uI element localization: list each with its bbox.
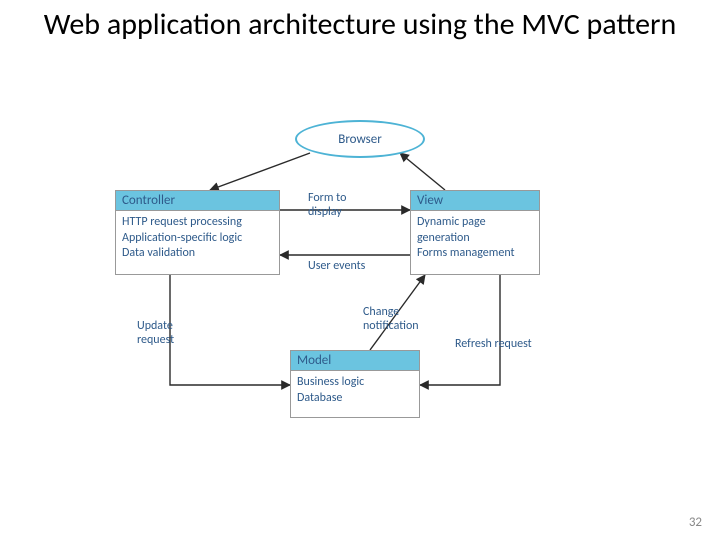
edge-label-line: Update (137, 320, 174, 334)
node-controller-line: HTTP request processing (122, 215, 273, 231)
node-model-line: Business logic (297, 375, 413, 391)
node-model-line: Database (297, 391, 413, 407)
node-model: Model Business logic Database (290, 350, 420, 418)
edge-label-line: Change (363, 306, 419, 320)
edge-arrow (420, 275, 500, 385)
slide: Web application architecture using the M… (0, 0, 720, 540)
edge-label-line: request (137, 334, 174, 348)
node-controller-line: Data validation (122, 246, 273, 262)
edge-arrow (210, 153, 310, 190)
node-controller-header: Controller (116, 191, 279, 211)
node-model-header: Model (291, 351, 419, 371)
edge-label-form-to-display: Form to display (308, 192, 346, 220)
edge-label-change-notification: Change notification (363, 306, 419, 334)
node-view: View Dynamic page generation Forms manag… (410, 190, 540, 275)
node-model-body: Business logic Database (291, 371, 419, 410)
edge-label-line: User events (308, 260, 365, 274)
edge-label-line: Refresh request (455, 338, 532, 352)
edge-label-line: display (308, 206, 346, 220)
node-browser-label: Browser (338, 132, 381, 147)
edge-label-update-request: Update request (137, 320, 174, 348)
edge-label-refresh-request: Refresh request (455, 338, 532, 352)
node-view-line: Dynamic page (417, 215, 533, 231)
node-controller-body: HTTP request processing Application-spec… (116, 211, 279, 266)
page-number: 32 (689, 515, 702, 530)
node-browser: Browser (295, 120, 425, 158)
mvc-diagram: Browser Controller HTTP request processi… (115, 120, 605, 450)
edge-label-user-events: User events (308, 260, 365, 274)
edge-arrow (400, 153, 445, 190)
edge-label-line: Form to (308, 192, 346, 206)
node-view-header: View (411, 191, 539, 211)
edge-arrow (170, 275, 290, 385)
node-view-body: Dynamic page generation Forms management (411, 211, 539, 266)
node-controller-line: Application-specific logic (122, 231, 273, 247)
node-view-line: Forms management (417, 246, 533, 262)
page-title: Web application architecture using the M… (0, 8, 720, 43)
node-view-line: generation (417, 231, 533, 247)
node-controller: Controller HTTP request processing Appli… (115, 190, 280, 275)
edge-label-line: notification (363, 320, 419, 334)
